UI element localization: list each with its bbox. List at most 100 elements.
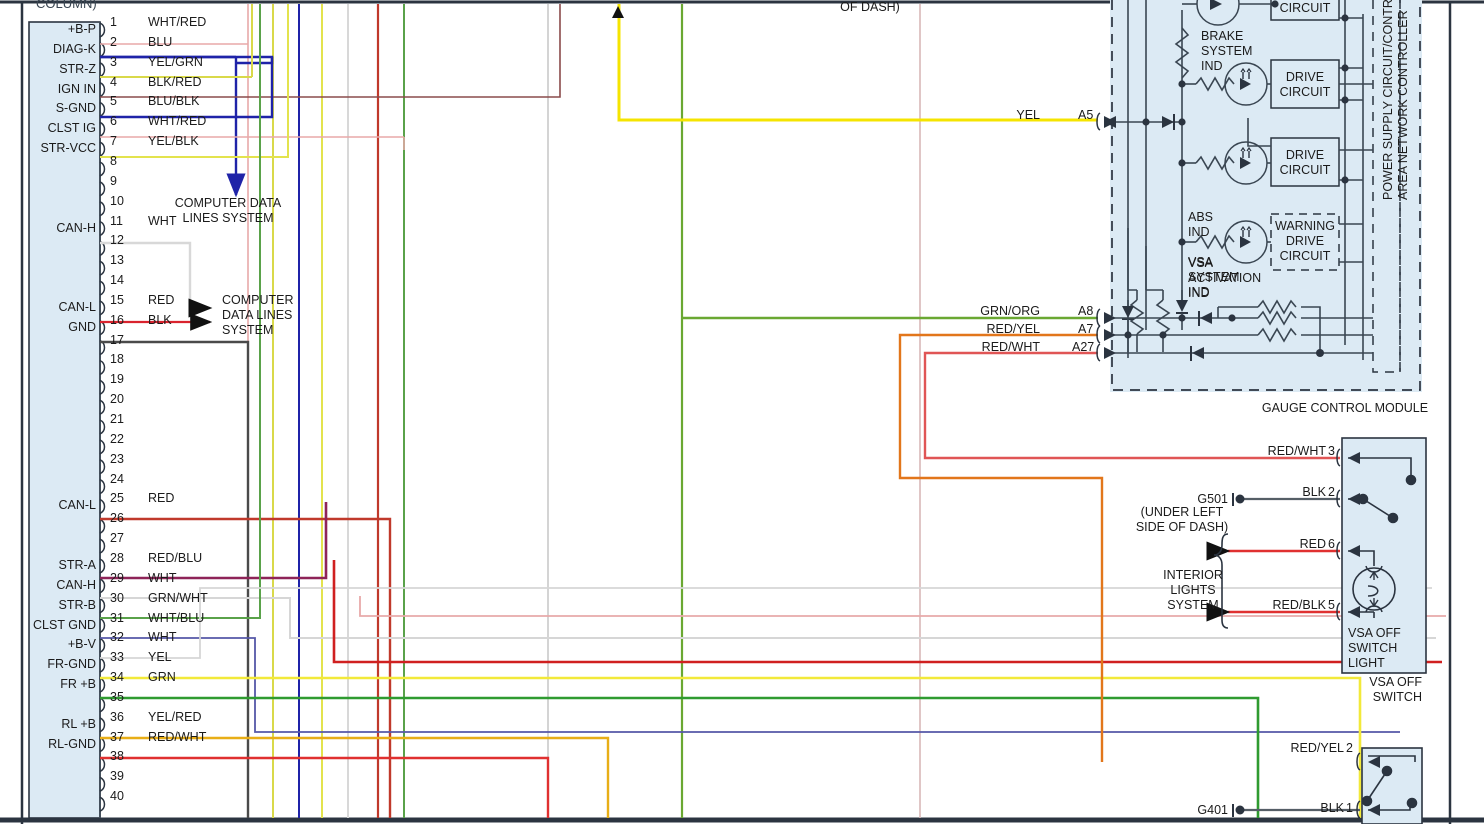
- connector-pin-hook: [99, 62, 106, 78]
- wire-color-label: WHT: [148, 213, 177, 228]
- vsa-switch-wire-3: RED/WHT: [1267, 444, 1326, 458]
- connector-pin-hook: [99, 478, 106, 495]
- ground-note-g501: (UNDER LEFT SIDE OF DASH): [1135, 505, 1229, 534]
- warning-drive-circuit: WARNING DRIVE CIRCUIT: [1275, 219, 1335, 263]
- connector-pin-number: 20: [110, 392, 124, 407]
- connector-terminal-name: FR +B: [60, 677, 96, 692]
- connector-pin-number: 22: [110, 431, 124, 446]
- connector-pin-number: 39: [110, 769, 124, 784]
- indicator-label-brake: BRAKE SYSTEM IND: [1201, 29, 1253, 73]
- connector-terminal-name: CLST GND: [33, 617, 96, 632]
- wire-color-label: RED/WHT: [148, 729, 207, 744]
- connector-pin-number: 12: [110, 233, 124, 248]
- vsa-switch-pin-5: 5: [1328, 598, 1335, 612]
- connector-terminal-name: STR-Z: [59, 61, 96, 76]
- connector-pin-number: 21: [110, 412, 124, 426]
- wire-color-label: RED/BLU: [148, 550, 203, 565]
- connector-terminal-name: RL +B: [61, 716, 96, 731]
- indicator-row-vsa-activation: [1178, 213, 1363, 271]
- connector-terminal-name: S-GND: [55, 101, 96, 116]
- connector-pin-hook: [99, 161, 106, 177]
- module-terminal-wire-a5: YEL: [1016, 108, 1040, 122]
- module-terminal-pin-a8: A8: [1078, 304, 1094, 318]
- connector-terminal-name: DIAG-K: [52, 41, 96, 56]
- ground-g401: [1232, 804, 1245, 817]
- vsa-switch-wire-2: BLK: [1302, 485, 1326, 499]
- connector-pin-hook: [99, 359, 106, 376]
- connector-terminal-name: FR-GND: [47, 657, 96, 672]
- connector-terminal-name: CLST IG: [47, 121, 96, 136]
- wire-color-label: GRN/WHT: [148, 590, 208, 605]
- connector-pin-hook: [99, 121, 106, 137]
- title-fragment-top-center: OF DASH): [840, 0, 900, 14]
- connector-terminal-name: RL-GND: [48, 736, 96, 751]
- module-terminal-wire-a7: RED/YEL: [986, 322, 1041, 336]
- wire-color-label: WHT/BLU: [148, 610, 205, 625]
- module-side-label-can: AREA NETWORK CONTROLLER: [1396, 10, 1410, 200]
- wire-color-label: BLK/RED: [148, 74, 202, 89]
- connector-pin-number: 27: [110, 531, 124, 546]
- gauge-control-module: [1096, 0, 1422, 392]
- bottom-switch-pin-1: 1: [1346, 801, 1353, 815]
- vsa-off-switch-label: VSA OFF SWITCH: [1369, 675, 1422, 704]
- connector-pin-hook: [99, 796, 106, 812]
- connector-pin-hook: [99, 419, 106, 435]
- connector-pin-hook: [99, 181, 106, 197]
- module-terminal-wire-a8: GRN/ORG: [980, 304, 1040, 318]
- connector-pin-number: 30: [110, 590, 124, 605]
- module-side-label-power-supply: POWER SUPPLY CIRCUIT/CONTROL: [1381, 0, 1395, 200]
- connector-pin-number: 25: [110, 491, 124, 506]
- connector-pin-number: 23: [110, 451, 124, 466]
- connector-pin-hook: [99, 300, 106, 316]
- connector-pin-number: 31: [110, 610, 124, 625]
- module-terminal-pin-a7: A7: [1078, 322, 1094, 336]
- connector-pin-number: 19: [110, 372, 124, 387]
- vsa-off-switch-light-label: VSA OFF SWITCH LIGHT: [1348, 626, 1401, 670]
- connector-terminal-name: CAN-H: [56, 577, 96, 592]
- connector-pin-number: 32: [110, 630, 124, 645]
- connector-pin-hook: [99, 220, 106, 237]
- ground-label-g401: G401: [1197, 803, 1228, 817]
- interior-lights-brace: [1213, 533, 1229, 629]
- bottom-switch: [1356, 747, 1423, 824]
- connector-pin-number: 9: [110, 173, 117, 188]
- connector-pin-hook: [99, 498, 106, 515]
- wire-color-label: WHT: [148, 630, 177, 645]
- connector-pin-number: 33: [110, 650, 124, 665]
- wire-color-label: RED: [148, 292, 175, 307]
- connector-terminal-name: GND: [68, 319, 96, 334]
- connector-terminal-name: CAN-L: [58, 498, 96, 513]
- indicator-row-abs: [1178, 59, 1373, 109]
- vsa-off-switch: [1336, 437, 1427, 674]
- connector-pin-number: 36: [110, 709, 124, 724]
- connector-pin-number: 1: [110, 15, 117, 29]
- connector-pin-number: 38: [110, 749, 124, 764]
- connector-pin-hook: [99, 657, 106, 673]
- vsa-switch-pin-6: 6: [1328, 537, 1335, 551]
- module-terminal-hooks: [1096, 112, 1101, 362]
- vsa-switch-pin-3: 3: [1328, 444, 1335, 458]
- connector-terminal-name: CAN-H: [56, 220, 96, 235]
- connector-pin-hook: [99, 141, 106, 157]
- connector-pin-number: 4: [110, 74, 117, 89]
- callout-interior-lights: INTERIOR LIGHTS SYSTEM: [1163, 568, 1223, 612]
- connector-pin-number: 14: [110, 273, 124, 288]
- connector-pin-number: 15: [110, 292, 124, 307]
- connector-pin-number: 10: [110, 193, 124, 208]
- connector-pin-number: 8: [110, 153, 117, 168]
- connector-pin-hook: [99, 81, 106, 98]
- connector-pin-hook: [99, 439, 106, 455]
- bottom-switch-pin-2: 2: [1346, 741, 1353, 755]
- connector-pin-number: 34: [110, 670, 124, 685]
- connector-pin-hook: [99, 598, 106, 614]
- drive-circuit-3: DRIVE CIRCUIT: [1279, 148, 1331, 177]
- connector-pin-number: 24: [110, 471, 124, 486]
- connector-terminal-name: STR-VCC: [40, 141, 96, 156]
- wire-color-label: GRN: [148, 670, 176, 685]
- wire-routing: [100, 4, 1446, 818]
- drive-circuit-2: DRIVE CIRCUIT: [1279, 70, 1331, 99]
- indicator-row-brake: [1182, 0, 1363, 26]
- ground-g501: [1232, 493, 1245, 506]
- a5-feed: [1104, 114, 1186, 130]
- connector-terminal-name: +B-P: [67, 22, 96, 36]
